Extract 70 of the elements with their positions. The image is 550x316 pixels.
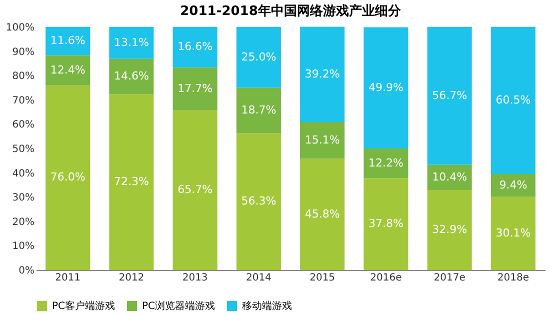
- bar: [46, 85, 90, 270]
- bar: [300, 26, 345, 122]
- data-label: 25.0%: [241, 50, 276, 64]
- y-tick-label: 10%: [12, 241, 34, 252]
- x-tick-label: 2015: [310, 272, 336, 284]
- x-tick-label: 2017e: [434, 272, 466, 284]
- legend-label: PC浏览器端游戏: [142, 300, 216, 312]
- legend-label: PC客户端游戏: [52, 300, 116, 312]
- x-tick-label: 2016e: [370, 272, 402, 284]
- y-tick-label: 70%: [12, 95, 34, 106]
- bar: [364, 148, 408, 178]
- bar: [46, 27, 90, 56]
- data-label: 10.4%: [432, 170, 468, 184]
- data-label: 39.2%: [304, 67, 340, 80]
- bar: [172, 110, 218, 270]
- x-tick-label: 2011: [55, 272, 81, 284]
- bar: [300, 122, 345, 159]
- data-label: 60.5%: [496, 94, 531, 107]
- data-label: 11.6%: [50, 34, 86, 48]
- data-label: 16.6%: [178, 40, 213, 54]
- bar: [46, 55, 90, 86]
- x-tick-label: 2013: [182, 272, 208, 284]
- bar: [364, 178, 408, 270]
- data-label: 37.8%: [368, 217, 404, 230]
- data-label: 13.1%: [114, 36, 149, 49]
- data-label: 12.4%: [50, 63, 86, 76]
- legend-label: 移动端游戏: [242, 300, 292, 312]
- y-tick-label: 50%: [12, 144, 34, 155]
- data-label: 72.3%: [114, 175, 149, 188]
- y-tick-label: 40%: [12, 168, 34, 180]
- data-label: 15.1%: [304, 133, 340, 146]
- bar: [236, 133, 281, 270]
- x-tick-label: 2014: [246, 272, 272, 284]
- data-label: 45.8%: [304, 207, 340, 220]
- y-tick-label: 60%: [12, 120, 34, 131]
- y-tick-label: 90%: [12, 46, 34, 58]
- data-label: 56.7%: [432, 88, 468, 102]
- data-label: 9.4%: [499, 178, 528, 192]
- bar: [300, 158, 345, 270]
- bar: [490, 174, 536, 197]
- x-tick-label: 2012: [118, 272, 144, 284]
- bar: [427, 190, 472, 270]
- chart-title: 2011-2018年中国网络游戏产业细分: [180, 3, 402, 19]
- bar: [172, 67, 218, 110]
- bar: [109, 27, 154, 59]
- data-label: 14.6%: [114, 70, 149, 83]
- bar: [427, 27, 472, 165]
- data-label: 56.3%: [241, 194, 276, 208]
- y-tick-label: 100%: [6, 22, 34, 34]
- data-label: 32.9%: [432, 223, 468, 236]
- y-tick-label: 30%: [12, 192, 34, 204]
- data-label: 18.7%: [241, 103, 276, 116]
- bar: [236, 27, 281, 88]
- data-label: 65.7%: [178, 183, 213, 196]
- y-tick-label: 0%: [18, 266, 34, 276]
- bar: [236, 88, 281, 134]
- data-label: 30.1%: [496, 226, 531, 240]
- y-tick-label: 80%: [12, 71, 34, 82]
- x-tick-label: 2018e: [497, 272, 529, 284]
- bar: [490, 196, 536, 270]
- data-label: 49.9%: [368, 80, 404, 94]
- bar: [109, 94, 154, 270]
- data-label: 76.0%: [50, 170, 86, 184]
- data-label: 12.2%: [368, 156, 404, 170]
- data-label: 17.7%: [178, 82, 213, 95]
- bar: [109, 58, 154, 94]
- bar: [490, 27, 536, 174]
- y-tick-label: 20%: [12, 216, 34, 228]
- bar: [364, 27, 408, 148]
- bar: [172, 27, 218, 68]
